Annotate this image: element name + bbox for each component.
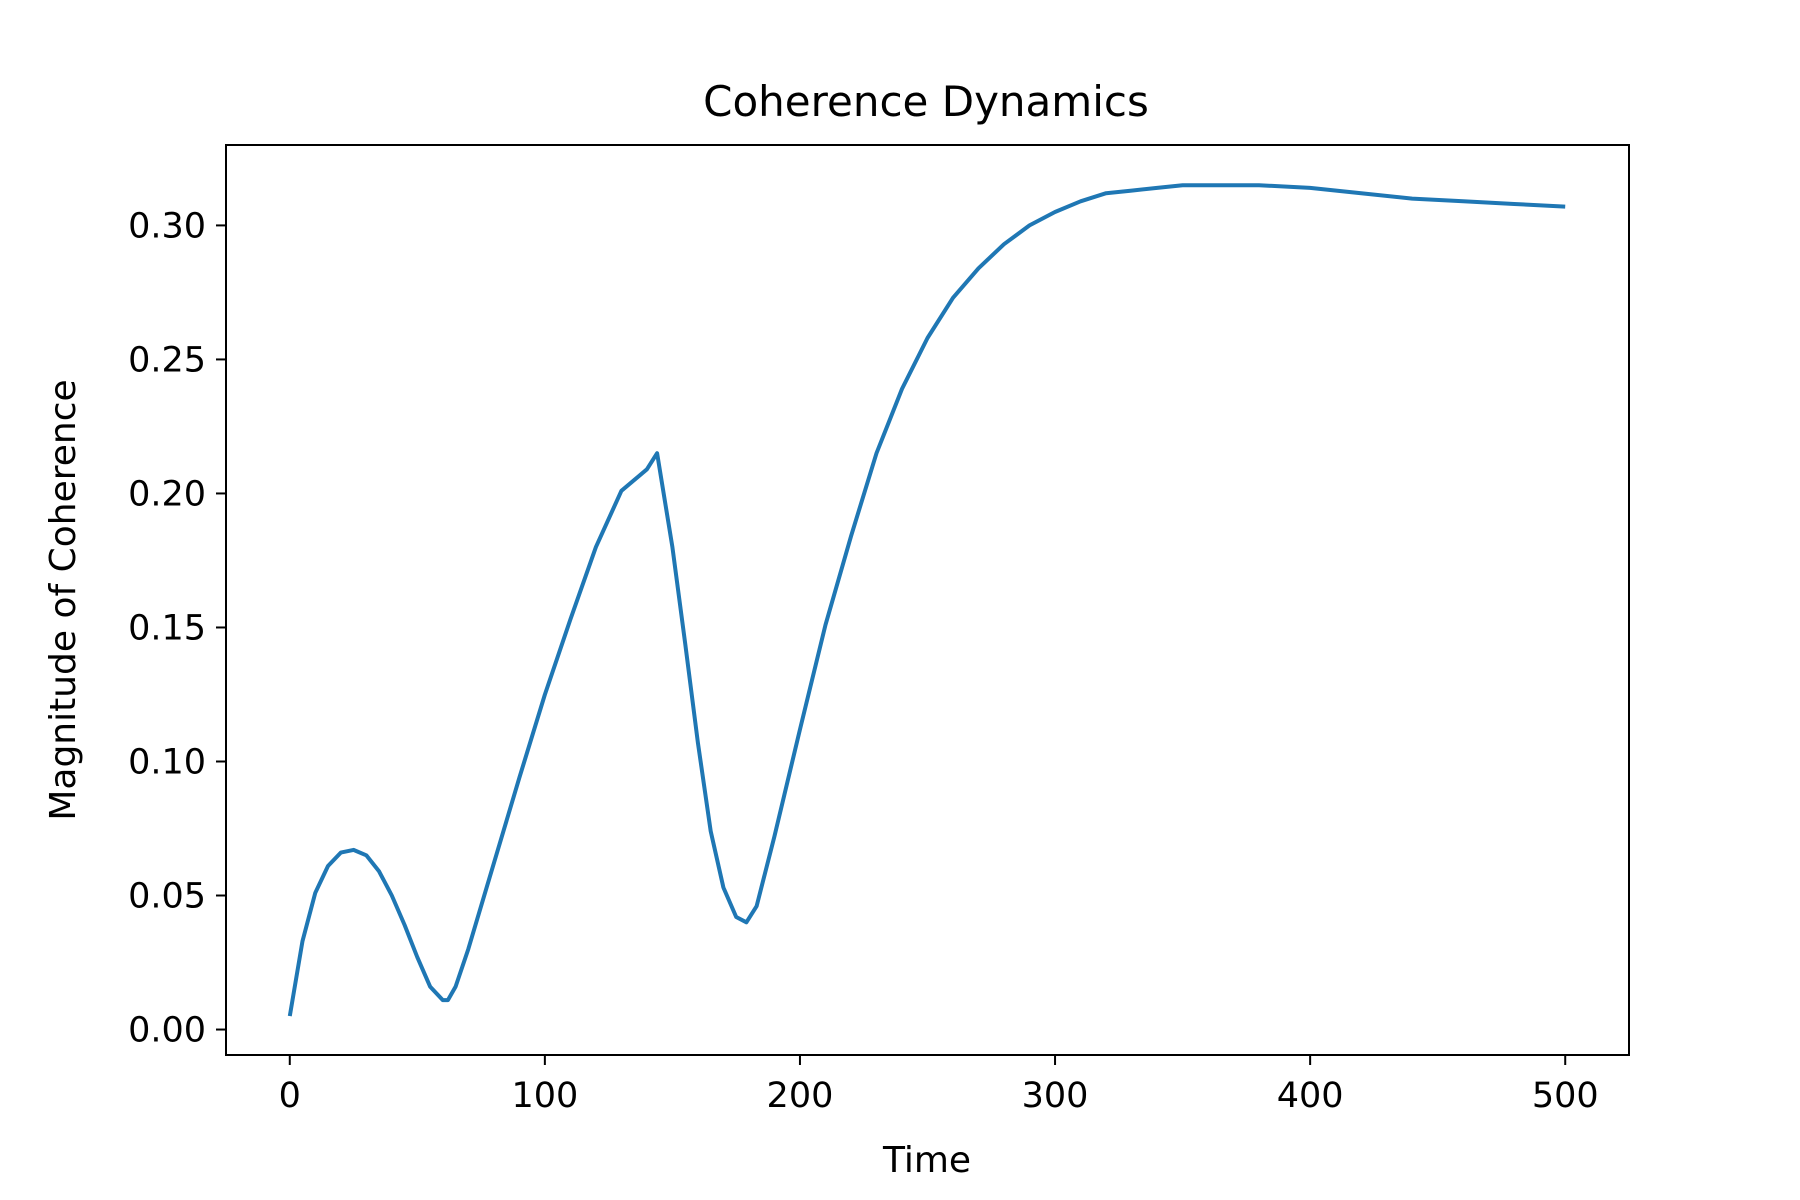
y-tick-label: 0.00 — [128, 1011, 206, 1051]
y-axis-label: Magnitude of Coherence — [43, 379, 84, 820]
y-tick-label: 0.25 — [128, 340, 206, 380]
x-tick-label: 300 — [1022, 1076, 1089, 1116]
y-tick-label: 0.05 — [128, 877, 206, 917]
x-tick-label: 500 — [1532, 1076, 1599, 1116]
y-tick-label: 0.15 — [128, 608, 206, 648]
plot-frame — [225, 144, 1630, 1056]
plot-area — [287, 183, 1566, 1017]
x-tick-label: 200 — [767, 1076, 834, 1116]
y-axis-ticks: 0.00 0.05 0.10 0.15 0.20 0.25 0.30 — [128, 206, 226, 1051]
y-tick-label: 0.10 — [128, 742, 206, 782]
y-tick-label: 0.20 — [128, 474, 206, 514]
x-tick-label: 100 — [511, 1076, 578, 1116]
chart-title: Coherence Dynamics — [703, 77, 1149, 126]
x-tick-label: 0 — [279, 1076, 301, 1116]
x-axis-label: Time — [882, 1140, 971, 1181]
series-line-0 — [287, 183, 1566, 1017]
y-tick-label: 0.30 — [128, 206, 206, 246]
x-tick-label: 400 — [1277, 1076, 1344, 1116]
x-axis-ticks: 0 100 200 300 400 500 — [279, 1055, 1599, 1116]
